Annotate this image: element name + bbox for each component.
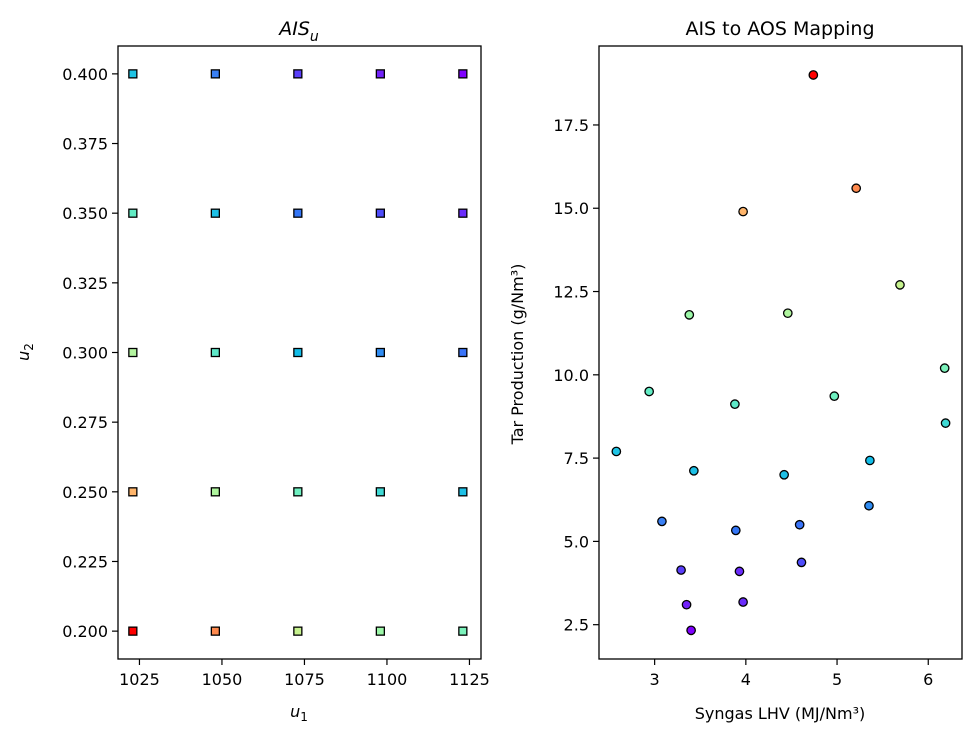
- data-point: [681, 599, 692, 610]
- data-point: [210, 626, 221, 636]
- data-point: [808, 70, 819, 80]
- data-point: [458, 487, 468, 497]
- data-point: [458, 208, 468, 218]
- y-tick-label: 17.5: [553, 116, 589, 135]
- y-tick-label: 2.5: [564, 616, 589, 635]
- data-point: [657, 516, 667, 527]
- data-point: [375, 626, 386, 636]
- data-point: [210, 208, 221, 218]
- data-point: [128, 208, 138, 218]
- data-point: [210, 347, 221, 358]
- x-tick-label: 3: [650, 670, 660, 689]
- data-point: [851, 183, 862, 194]
- tick-layer: 1025 1050 1075 1100 1125 0.200 0.225 0.250 0.275…: [62, 65, 490, 689]
- data-point: [293, 208, 303, 218]
- x-tick-label: 1125: [449, 670, 490, 689]
- plot-frame: [598, 45, 963, 660]
- data-point: [796, 557, 807, 568]
- data-point: [375, 69, 386, 79]
- tick-layer: 3 4 5 6 2.5 5.0 7.5 10.0 12.5 15.0 17.5: [553, 116, 933, 689]
- data-point: [676, 565, 686, 575]
- x-axis-label: Syngas LHV (MJ/Nm³): [695, 704, 866, 723]
- y-tick-label: 10.0: [553, 366, 589, 385]
- y-tick-label: 5.0: [564, 532, 589, 551]
- data-point: [293, 487, 303, 497]
- y-tick-label: 15.0: [553, 199, 589, 218]
- data-point: [210, 487, 221, 497]
- data-point: [738, 597, 748, 607]
- ais-u-panel: AISu 1025 1050 1075 1100 1125 0.200 0.225 0.250…: [14, 18, 490, 724]
- data-point: [128, 626, 138, 636]
- y-tick-label: 7.5: [564, 449, 589, 468]
- data-point: [864, 500, 874, 511]
- data-point: [940, 418, 951, 428]
- y-tick-label: 0.250: [62, 483, 108, 502]
- data-point: [939, 363, 950, 374]
- data-point: [128, 347, 138, 358]
- y-tick-label: 12.5: [553, 283, 589, 302]
- x-tick-label: 5: [832, 670, 842, 689]
- x-tick-label: 4: [741, 670, 751, 689]
- data-point: [689, 465, 699, 476]
- y-axis-label: Tar Production (g/Nm³): [508, 264, 527, 446]
- data-point: [829, 391, 840, 401]
- data-point: [865, 455, 875, 466]
- y-tick-label: 0.200: [62, 622, 108, 641]
- marker-layer: [128, 69, 468, 636]
- data-point: [293, 626, 303, 636]
- x-axis-label: u1: [290, 702, 308, 724]
- x-tick-label: 1050: [202, 670, 243, 689]
- data-point: [730, 525, 741, 536]
- data-point: [293, 69, 303, 79]
- data-point: [375, 208, 386, 218]
- marker-layer: [611, 70, 951, 636]
- y-tick-label: 0.375: [62, 135, 108, 154]
- x-tick-label: 6: [923, 670, 933, 689]
- y-tick-label: 0.225: [62, 552, 108, 571]
- y-tick-label: 0.300: [62, 344, 108, 363]
- data-point: [458, 69, 468, 79]
- data-point: [738, 206, 748, 217]
- x-tick-label: 1100: [367, 670, 408, 689]
- data-point: [128, 69, 138, 79]
- chart-title: AIS to AOS Mapping: [685, 18, 874, 40]
- data-point: [730, 399, 740, 409]
- data-point: [734, 566, 745, 577]
- data-point: [458, 347, 468, 358]
- y-tick-label: 0.275: [62, 413, 108, 432]
- y-axis-label: u2: [14, 343, 36, 361]
- x-tick-label: 1025: [119, 670, 160, 689]
- data-point: [458, 626, 468, 636]
- y-tick-label: 0.400: [62, 65, 108, 84]
- chart-title: AISu: [277, 18, 319, 45]
- data-point: [686, 625, 696, 636]
- data-point: [779, 469, 789, 480]
- y-tick-label: 0.350: [62, 204, 108, 223]
- data-point: [210, 69, 221, 79]
- data-point: [895, 280, 905, 290]
- plot-frame: [117, 45, 482, 660]
- data-point: [375, 347, 386, 358]
- data-point: [782, 308, 793, 319]
- data-point: [684, 310, 695, 320]
- data-point: [128, 487, 138, 497]
- data-point: [794, 519, 805, 530]
- y-tick-label: 0.325: [62, 274, 108, 293]
- ais-to-aos-panel: AIS to AOS Mapping 3 4 5 6 2.5 5.0 7.5 10.0 12.5…: [508, 18, 963, 723]
- data-point: [375, 487, 386, 497]
- data-point: [611, 446, 622, 457]
- x-tick-label: 1075: [284, 670, 325, 689]
- data-point: [644, 386, 655, 397]
- data-point: [293, 347, 303, 358]
